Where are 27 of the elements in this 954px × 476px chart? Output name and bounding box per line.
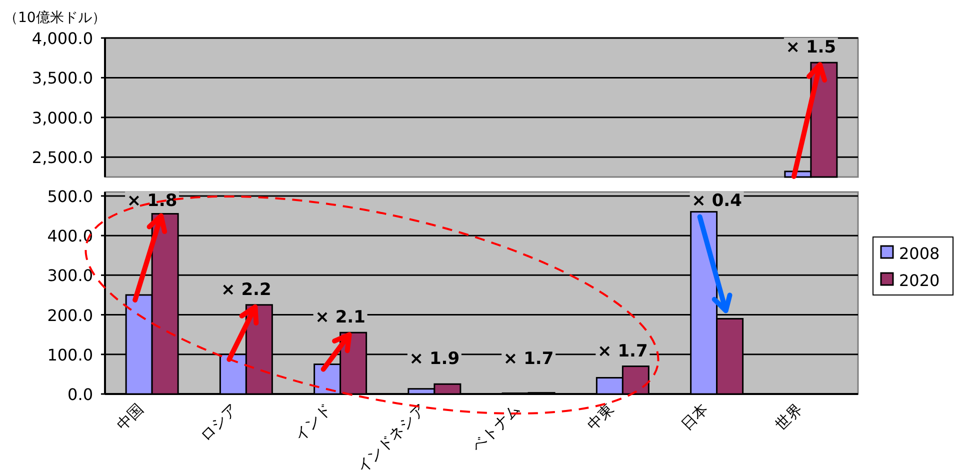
annotation: × 1.7 <box>598 341 648 362</box>
x-tick-label: 世界 <box>772 400 806 434</box>
y-tick-label: 3,000.0 <box>32 108 93 128</box>
annotation: × 1.5 <box>786 38 836 58</box>
annotation: × 2.2 <box>221 280 272 300</box>
legend-label: 2020 <box>899 271 940 290</box>
annotation: × 1.7 <box>503 349 554 369</box>
y-tick-label: 4,000.0 <box>32 29 93 48</box>
y-tick-label: 400.0 <box>47 226 93 246</box>
y-tick-label: 3,500.0 <box>32 68 93 88</box>
x-tick-label: 中東 <box>584 400 618 434</box>
x-tick-label: 中国 <box>112 400 147 434</box>
y-tick-label: 100.0 <box>47 345 93 364</box>
x-tick-label: ロシア <box>196 400 242 445</box>
annotation: × 1.9 <box>409 349 460 369</box>
y-tick-label: 300.0 <box>47 266 93 286</box>
annotation: × 0.4 <box>692 191 742 211</box>
y-tick-label: 0.0 <box>68 385 93 404</box>
y-tick-label: 200.0 <box>47 306 93 325</box>
y-tick-label: 500.0 <box>47 186 93 206</box>
legend-label: 2008 <box>899 244 940 263</box>
y-axis-title: （10億米ドル） <box>4 10 106 26</box>
annotation: × 2.1 <box>315 308 366 328</box>
y-tick-label: 2,500.0 <box>32 148 93 168</box>
x-tick-label: 日本 <box>678 400 712 434</box>
x-tick-label: インド <box>290 400 336 445</box>
annotation: × 1.8 <box>126 191 178 211</box>
